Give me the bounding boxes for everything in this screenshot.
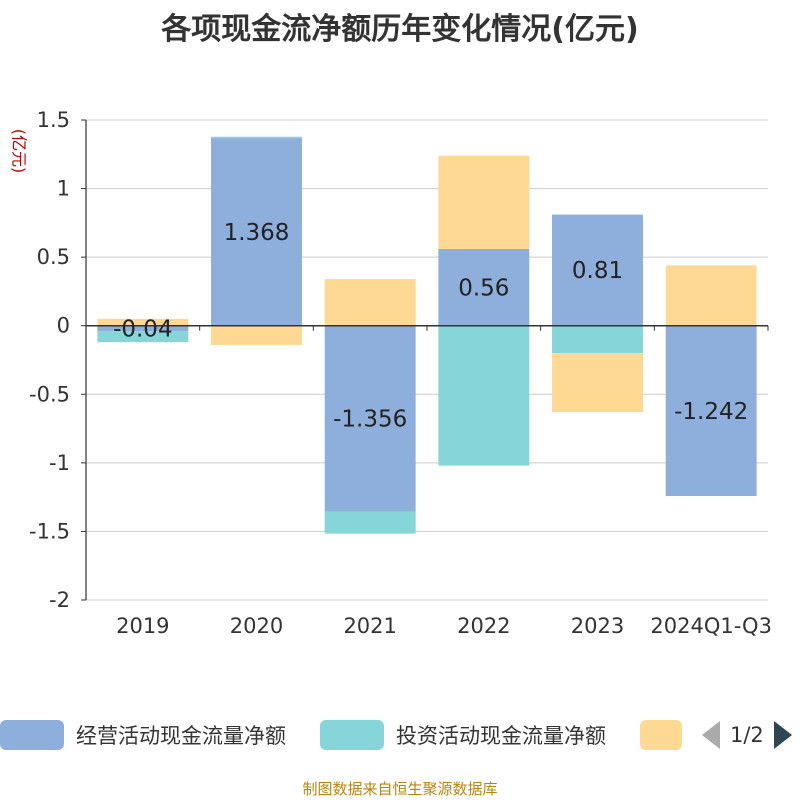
legend-item-operating[interactable]: 经营活动现金流量净额	[0, 714, 286, 756]
data-label-operating: -1.242	[674, 399, 748, 425]
bar-third-2023	[552, 353, 643, 413]
legend-item-third[interactable]	[640, 714, 682, 756]
legend: 经营活动现金流量净额 投资活动现金流量净额	[0, 714, 800, 756]
y-tick-label: 0.5	[37, 245, 70, 269]
bar-operating-2024Q1-Q3	[665, 325, 757, 497]
legend-item-investing[interactable]: 投资活动现金流量净额	[320, 714, 606, 756]
grid-lines	[86, 119, 768, 601]
y-tick-label: -2	[49, 588, 70, 612]
bar-operating-2021	[324, 325, 416, 512]
data-source-note: 制图数据来自恒生聚源数据库	[302, 780, 498, 798]
y-tick-label: 1.5	[37, 108, 70, 132]
legend-pager: 1/2	[700, 714, 800, 756]
bar-third-2024Q1-Q3	[665, 265, 757, 326]
bar-marks	[97, 136, 757, 534]
bar-operating-2019	[97, 325, 189, 332]
axes	[81, 119, 769, 601]
y-tick-label: -1	[49, 451, 70, 475]
legend-label-investing: 投资活动现金流量净额	[396, 724, 606, 748]
data-label-operating: 1.368	[224, 220, 290, 246]
y-tick-label: 1	[57, 177, 70, 201]
pager-next-icon[interactable]	[773, 721, 792, 749]
data-label-operating: 0.56	[458, 275, 509, 301]
x-tick-label: 2019	[116, 614, 169, 638]
y-tick-label: -1.5	[29, 519, 70, 543]
chart-title: 各项现金流净额历年变化情况(亿元)	[161, 12, 639, 47]
x-tick-label: 2023	[571, 614, 624, 638]
tick-labels: 1.5 1 0.5 0 -0.5 -1 -1.5 -2 2019 2020 2021 2022 2023…	[29, 108, 772, 638]
bar-operating-2020	[211, 138, 302, 326]
bar-operating-2023	[552, 214, 643, 326]
y-tick-label: 0	[57, 314, 70, 338]
bar-third-2019	[97, 318, 189, 326]
pager-prev-icon[interactable]	[702, 721, 720, 749]
x-tick-label: 2024Q1-Q3	[650, 614, 772, 638]
x-tick-label: 2021	[343, 614, 396, 638]
legend-swatch-operating	[0, 720, 64, 750]
legend-swatch-investing	[320, 720, 384, 750]
legend-swatch-third	[640, 720, 682, 750]
bar-investing-2023	[552, 325, 643, 354]
pager-text: 1/2	[730, 723, 764, 747]
bar-third-2021	[324, 279, 416, 326]
data-label-operating: -0.04	[113, 316, 173, 342]
x-tick-label: 2022	[457, 614, 510, 638]
bar-third-2020	[211, 325, 302, 345]
bar-investing-2022	[438, 325, 530, 466]
data-labels: -0.04 1.368 -1.356 0.56 0.81 -1.242	[113, 220, 748, 433]
bar-operating-2022	[438, 248, 530, 326]
y-tick-label: -0.5	[29, 382, 70, 406]
bar-investing-2020	[211, 136, 302, 139]
bar-third-2022	[438, 155, 530, 249]
x-tick-label: 2020	[230, 614, 283, 638]
data-label-operating: 0.81	[572, 258, 623, 284]
bar-investing-2019	[97, 331, 189, 343]
data-label-operating: -1.356	[333, 407, 407, 433]
bar-investing-2021	[324, 511, 416, 534]
legend-label-operating: 经营活动现金流量净额	[76, 724, 286, 748]
